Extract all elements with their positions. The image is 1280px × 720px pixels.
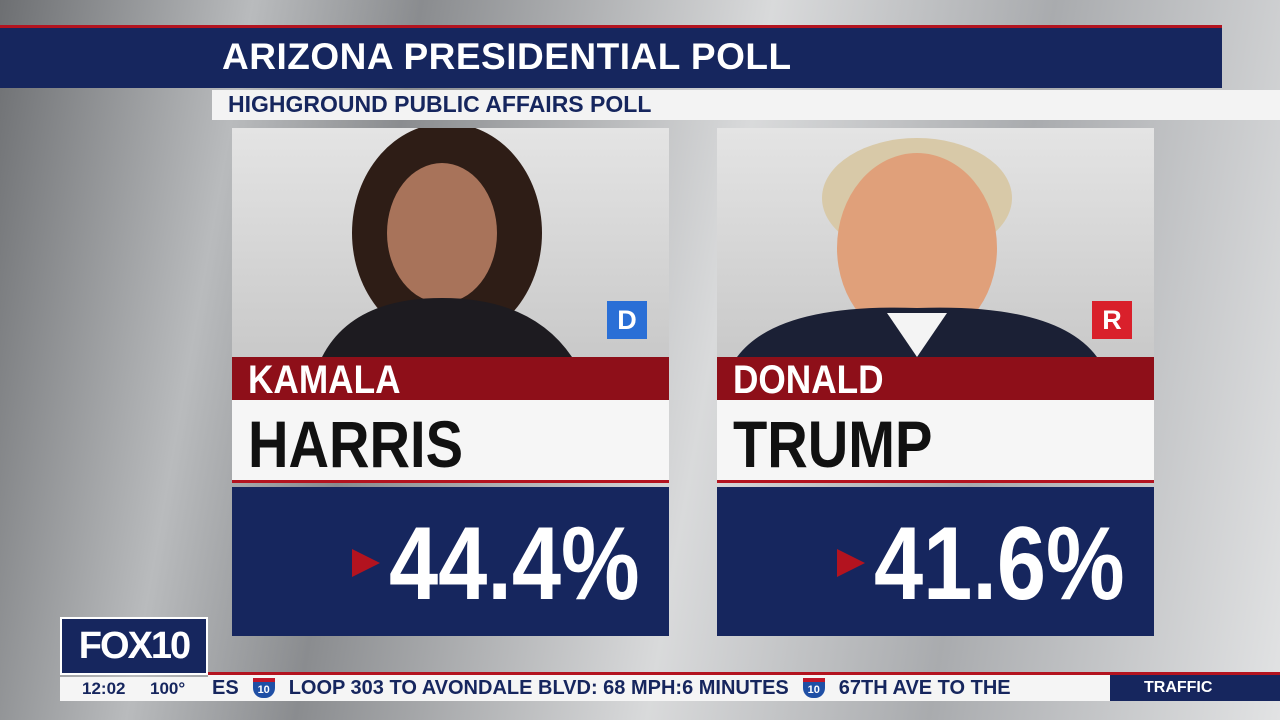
- first-name-bar: KAMALA: [232, 357, 669, 402]
- highway-shield: 10: [252, 678, 275, 698]
- party-badge: D: [607, 301, 647, 339]
- highway-shield: 10: [802, 678, 825, 698]
- time-bar: 12:02 100°: [60, 677, 208, 701]
- arrow: [352, 549, 380, 577]
- result-panel: 44.4%: [232, 487, 669, 636]
- last-name: HARRIS: [248, 407, 464, 481]
- candidate-card: D KAMALA HARRIS 44.4%: [232, 128, 669, 636]
- ticker: ES 10 LOOP 303 TO AVONDALE BLVD: 68 MPH:…: [208, 672, 1110, 701]
- candidate-photo: D: [232, 128, 669, 357]
- portrait: [737, 138, 1097, 357]
- station-logo: FOX10: [60, 617, 208, 675]
- portrait: [322, 128, 572, 357]
- temperature: 100°: [150, 679, 186, 698]
- ticker-text: 67TH AVE TO THE: [838, 676, 1011, 699]
- ticker-label: TRAFFIC: [1110, 672, 1280, 701]
- result-panel: 41.6%: [717, 487, 1154, 636]
- last-name-bar: TRUMP: [717, 400, 1154, 483]
- subtitle: HIGHGROUND PUBLIC AFFAIRS POLL: [228, 91, 652, 117]
- party-badge: R: [1092, 301, 1132, 339]
- title-bar: ARIZONA PRESIDENTIAL POLL: [0, 25, 1222, 88]
- candidate-photo: R: [717, 128, 1154, 357]
- last-name: TRUMP: [733, 407, 933, 481]
- result: 41.6%: [874, 506, 1125, 622]
- time: 12:02: [82, 679, 126, 698]
- ticker-text: ES: [212, 676, 239, 699]
- ticker-text: LOOP 303 TO AVONDALE BLVD: 68 MPH:6 MINU…: [288, 676, 789, 699]
- candidate-card: R DONALD TRUMP 41.6%: [717, 128, 1154, 636]
- subtitle-bar: HIGHGROUND PUBLIC AFFAIRS POLL: [212, 90, 1280, 120]
- title: ARIZONA PRESIDENTIAL POLL: [222, 36, 792, 77]
- result: 44.4%: [389, 506, 640, 622]
- arrow: [837, 549, 865, 577]
- last-name-bar: HARRIS: [232, 400, 669, 483]
- first-name: KAMALA: [248, 358, 401, 402]
- first-name: DONALD: [733, 358, 884, 402]
- first-name-bar: DONALD: [717, 357, 1154, 402]
